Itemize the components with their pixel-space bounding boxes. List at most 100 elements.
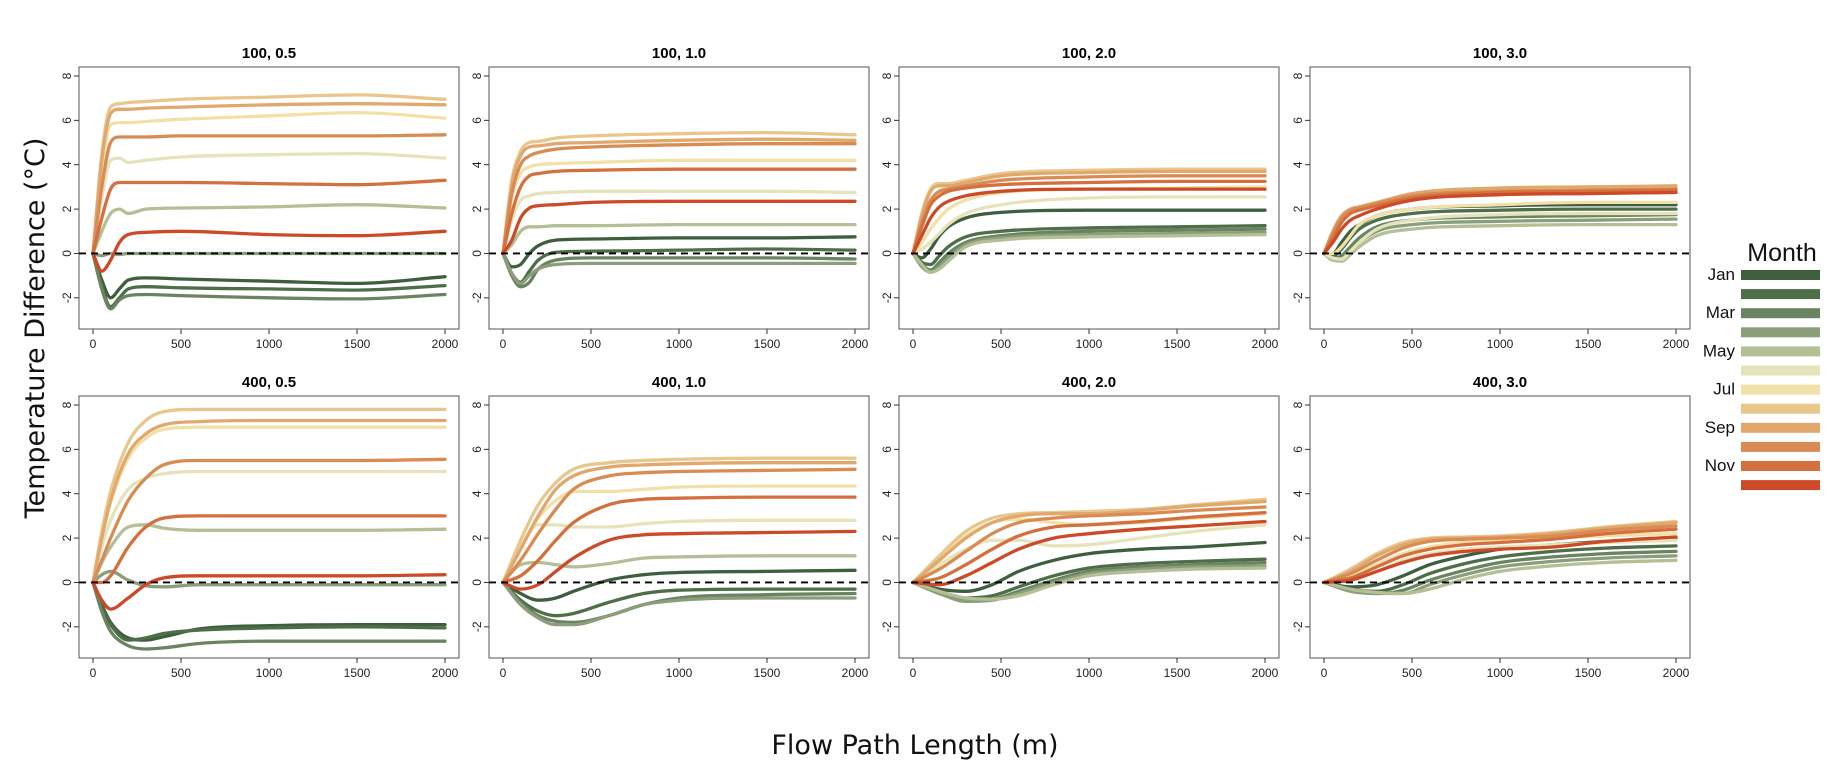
x-tick-label: 2000 — [1252, 337, 1279, 351]
x-tick-label: 1500 — [344, 666, 371, 680]
x-tick-label: 500 — [171, 666, 191, 680]
y-tick-label: 4 — [470, 161, 484, 168]
y-tick-label: -2 — [470, 292, 484, 303]
series-line — [501, 158, 857, 256]
series-line — [91, 251, 447, 300]
y-tick-label: 8 — [470, 72, 484, 79]
y-tick-label: 0 — [1291, 250, 1305, 257]
y-tick-label: 0 — [60, 579, 74, 586]
series-line — [501, 554, 857, 585]
x-tick-label: 2000 — [1663, 337, 1690, 351]
y-tick-label: 0 — [1291, 579, 1305, 586]
x-tick-label: 0 — [90, 666, 97, 680]
x-tick-label: 500 — [581, 337, 601, 351]
series-line — [1322, 527, 1678, 585]
series-line — [91, 418, 447, 585]
y-tick-label: -2 — [880, 292, 894, 303]
series-line — [1322, 211, 1678, 261]
y-tick-label: 2 — [470, 534, 484, 541]
x-tick-label: 1000 — [1487, 337, 1514, 351]
y-tick-label: 2 — [880, 205, 894, 212]
y-tick-label: 4 — [1291, 161, 1305, 168]
x-tick-label: 1500 — [1164, 337, 1191, 351]
y-tick-label: 6 — [880, 117, 894, 124]
series-line — [1322, 200, 1678, 256]
y-tick-label: 0 — [470, 250, 484, 257]
y-tick-label: 8 — [880, 401, 894, 408]
x-tick-label: 0 — [500, 666, 507, 680]
y-tick-label: 2 — [1291, 205, 1305, 212]
series-line — [501, 137, 857, 256]
x-tick-label: 1000 — [1487, 666, 1514, 680]
series-line — [501, 189, 857, 256]
x-tick-label: 500 — [1402, 666, 1422, 680]
y-tick-label: 6 — [60, 446, 74, 453]
panel-title: 100, 3.0 — [1473, 45, 1527, 62]
y-tick-label: 2 — [880, 534, 894, 541]
x-tick-label: 1000 — [1076, 337, 1103, 351]
x-tick-label: 1500 — [344, 337, 371, 351]
series-line — [911, 187, 1267, 256]
x-tick-label: 2000 — [1252, 666, 1279, 680]
y-tick-label: 0 — [880, 250, 894, 257]
plot-frame — [898, 395, 1280, 659]
x-tick-label: 2000 — [842, 337, 869, 351]
plot-frame — [1309, 66, 1691, 330]
y-tick-label: 2 — [470, 205, 484, 212]
series-line — [501, 199, 857, 256]
series-line — [501, 130, 857, 256]
y-tick-label: -2 — [470, 621, 484, 632]
series-line — [91, 573, 447, 611]
series-line — [91, 102, 447, 256]
y-tick-label: -2 — [60, 292, 74, 303]
x-tick-label: 500 — [581, 666, 601, 680]
series-line — [501, 580, 857, 627]
legend-label: Nov — [1705, 456, 1736, 475]
panel-title: 400, 0.5 — [242, 374, 296, 391]
y-tick-label: 4 — [470, 490, 484, 497]
y-tick-label: 0 — [60, 250, 74, 257]
series-line — [501, 461, 857, 585]
series-line — [911, 519, 1267, 587]
legend-label: Sep — [1705, 418, 1735, 437]
y-tick-label: 2 — [1291, 534, 1305, 541]
series-line — [501, 456, 857, 585]
legend-title: Month — [1747, 239, 1816, 267]
y-tick-label: 4 — [60, 490, 74, 497]
y-tick-label: 4 — [60, 161, 74, 168]
series-line — [1322, 207, 1678, 258]
y-tick-label: -2 — [880, 621, 894, 632]
x-tick-label: 1500 — [1575, 666, 1602, 680]
x-tick-label: 1500 — [754, 666, 781, 680]
chart-panel: 400, 2.0 -2 0 2 4 6 8 0 500 1000 1500 2000 — [880, 374, 1280, 680]
series-line — [501, 167, 857, 256]
series-line — [501, 222, 857, 256]
legend-swatch — [1741, 384, 1820, 395]
y-tick-label: -2 — [1291, 621, 1305, 632]
series-line — [911, 564, 1267, 603]
series-line — [911, 232, 1267, 274]
legend-label: Jul — [1713, 380, 1735, 399]
series-line — [501, 251, 857, 289]
y-tick-label: -2 — [1291, 292, 1305, 303]
y-tick-label: 4 — [1291, 490, 1305, 497]
y-tick-label: 8 — [1291, 72, 1305, 79]
series-line — [91, 523, 447, 585]
series-line — [91, 569, 447, 589]
series-line — [91, 514, 447, 585]
panel-title: 400, 2.0 — [1062, 374, 1116, 391]
series-line — [91, 457, 447, 585]
chart-panel: 100, 2.0 -2 0 2 4 6 8 0 500 1000 1500 2000 — [880, 45, 1280, 351]
chart-panel: 100, 0.5 -2 0 2 4 6 8 0 500 1000 1500 2000 — [60, 45, 460, 351]
series-line — [501, 235, 857, 269]
y-tick-label: 6 — [60, 117, 74, 124]
series-line — [911, 174, 1267, 256]
legend-swatch — [1741, 365, 1820, 376]
y-tick-label: 2 — [60, 205, 74, 212]
legend-swatch — [1741, 289, 1820, 300]
x-tick-label: 0 — [500, 337, 507, 351]
series-line — [91, 203, 447, 256]
panel-title: 100, 1.0 — [652, 45, 706, 62]
